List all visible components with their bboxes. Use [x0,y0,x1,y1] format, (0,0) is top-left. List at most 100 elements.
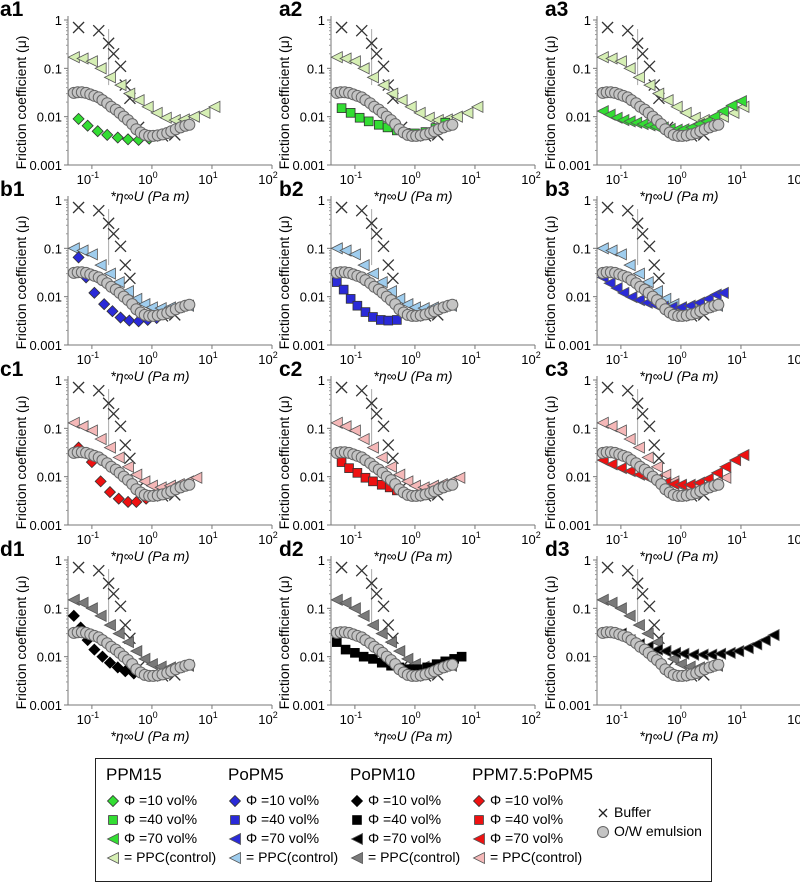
test-point [658,645,672,658]
y-axis-label: Friction coefficient (μ) [13,216,29,350]
control-point [366,267,379,280]
y-tick-label: 0.001 [29,698,62,713]
x-tick-label: 10-1 [77,170,99,187]
buffer-point [365,217,378,230]
buffer-point [355,204,368,217]
emulsion-point [446,118,459,131]
x-tick-label: 102 [258,530,277,547]
buffer-point [386,272,399,285]
y-axis-label: Friction coefficient (μ) [13,396,29,530]
test-point [734,94,747,108]
buffer-point [621,24,634,37]
test-point [72,251,85,264]
control-point [623,432,636,446]
series-emulsion [596,446,725,502]
test-point [88,643,101,656]
test-point [731,645,745,658]
y-tick-label: 0.001 [292,698,325,713]
y-axis-label: Friction coefficient (μ) [276,216,292,350]
y-tick-label: 0.01 [37,110,62,125]
panel-label: b1 [0,178,25,201]
control-point [159,111,172,124]
x-axis-label: *η∞U (Pa m) [110,188,189,204]
test-point [106,305,119,318]
x-axis-label: *η∞U (Pa m) [373,548,452,564]
x-tick-label: 100 [667,350,686,367]
emulsion-point [712,658,725,671]
test-point [358,651,369,662]
legend-item: O/W emulsion [596,822,702,841]
y-tick-label: 0.001 [29,158,62,173]
control-point [395,93,408,107]
y-axis-label: Friction coefficient (μ) [13,576,29,710]
test-point [616,286,630,299]
y-tick-label: 0.01 [566,650,591,665]
buffer-point [601,561,614,574]
control-point [348,55,361,68]
control-point [94,432,107,446]
control-point [366,71,379,84]
series-emulsion [596,86,725,142]
control-point [76,52,89,65]
legend-item: Φ =10 vol% [106,791,216,810]
series-test [332,277,402,326]
control-point [605,244,618,257]
x-axis-label: *η∞U (Pa m) [373,188,452,204]
x-tick-label: 101 [461,530,480,547]
test-point [456,651,467,662]
test-point [345,294,356,304]
buffer-point [652,272,665,285]
legend-diamond-icon [228,794,242,807]
control-point [366,441,379,454]
legend-item: Φ =10 vol% [472,791,593,810]
control-point [605,52,618,65]
buffer-point [636,47,649,60]
test-point [605,458,618,471]
buffer-point [355,24,368,37]
y-tick-label: 0.1 [307,601,325,616]
x-tick-label: 101 [461,710,480,727]
panel-a2: 1 0.1 0.01 0.001 10-1 100 101 102 Friction coeff… [263,0,541,204]
test-point [121,495,135,509]
plot: 1 0.1 0.01 0.001 10-1 100 101 102 Friction coeff… [542,553,800,744]
buffer-point [648,259,661,272]
y-tick-label: 0.1 [573,601,591,616]
test-point [352,468,363,478]
buffer-point [335,21,348,34]
buffer-point [107,407,120,420]
control-point [208,100,221,113]
y-tick-label: 1 [318,193,325,208]
test-point [710,466,723,479]
control-point [401,475,414,488]
legend-diamond-icon [472,794,486,807]
legend-group-title: PoPM5 [228,765,284,784]
x-axis-label: *η∞U (Pa m) [639,188,718,204]
control-point [76,420,89,433]
buffer-point [601,201,614,214]
emulsion-point [446,658,459,671]
buffer-point [365,37,378,50]
control-point [605,596,618,609]
buffer-point [107,47,120,60]
series-emulsion [67,86,196,142]
y-tick-label: 1 [584,553,591,568]
panel-a3: 1 0.1 0.01 0.001 10-1 100 101 102 Friction coeff… [529,0,800,204]
buffer-point [102,37,115,50]
y-tick-label: 0.001 [292,158,325,173]
buffer-point [631,577,644,590]
y-tick-label: 0.1 [44,421,62,436]
legend-label: = PPC(control) [490,849,583,865]
y-tick-label: 0.1 [307,421,325,436]
buffer-point [382,259,395,272]
legend-label: O/W emulsion [614,823,702,839]
x-tick-label: 100 [401,710,420,727]
control-point [94,609,107,622]
control-point [357,62,370,75]
control-point [103,441,116,454]
test-point [345,108,356,118]
test-point [112,492,125,505]
x-axis-label: *η∞U (Pa m) [639,548,718,564]
x-tick-label: 101 [198,530,217,547]
test-point [354,112,365,123]
emulsion-point [183,658,196,671]
